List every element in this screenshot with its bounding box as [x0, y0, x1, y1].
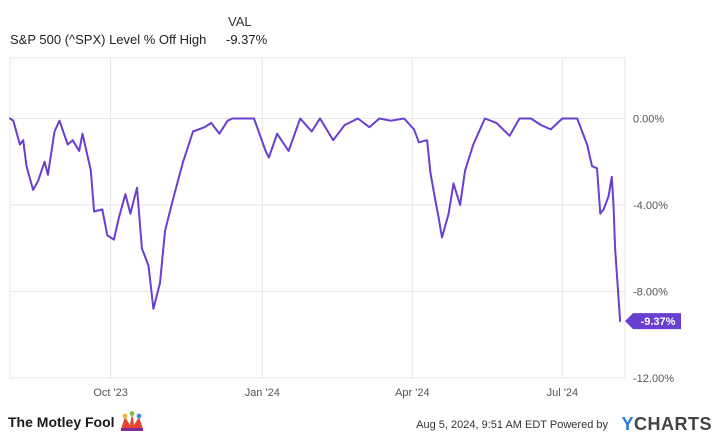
- legend-header: VAL: [228, 14, 252, 29]
- current-value-label: -9.37%: [641, 316, 676, 328]
- y-tick-label: -4.00%: [633, 200, 668, 212]
- plot-frame: [9, 57, 626, 379]
- x-tick-label: Apr '24: [395, 387, 430, 399]
- brand-name: The Motley Fool: [8, 414, 115, 430]
- jester-hat-icon: [120, 411, 143, 431]
- powered-by-text: Powered by: [549, 419, 608, 431]
- series-line: [9, 117, 622, 323]
- y-tick-label: -12.00%: [633, 373, 674, 385]
- timestamp-text: Aug 5, 2024, 9:51 AM EDT: [416, 419, 547, 431]
- motley-fool-logo: The Motley Fool: [8, 410, 145, 434]
- current-value-badge: [625, 313, 681, 330]
- ycharts-logo: YCHARTS: [621, 414, 712, 435]
- y-tick-label: -8.00%: [633, 287, 668, 299]
- x-tick-label: Oct '23: [93, 387, 128, 399]
- x-tick-label: Jul '24: [547, 387, 578, 399]
- y-tick-label: 0.00%: [633, 114, 664, 126]
- legend-series-value: -9.37%: [226, 32, 268, 47]
- x-tick-label: Jan '24: [245, 387, 280, 399]
- ycharts-text: CHARTS: [634, 414, 712, 434]
- legend-series-name: S&P 500 (^SPX) Level % Off High: [10, 32, 207, 47]
- timestamp: Aug 5, 2024, 9:51 AM EDT Powered by: [416, 419, 608, 431]
- ycharts-y: Y: [621, 414, 634, 434]
